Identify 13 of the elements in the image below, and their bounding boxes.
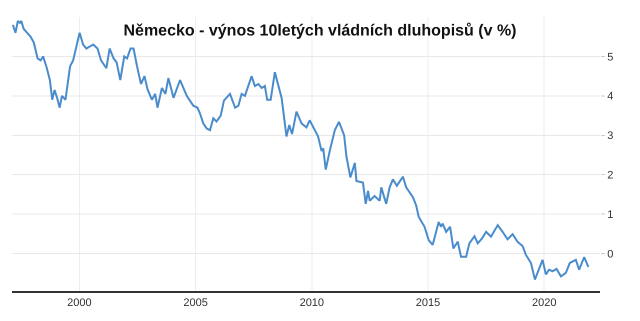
line-series bbox=[12, 20, 590, 281]
y-tick-label: 0 bbox=[607, 248, 614, 260]
y-tick-label: 2 bbox=[607, 170, 614, 182]
y-tick-label: 4 bbox=[607, 90, 614, 103]
x-tick-label: 2005 bbox=[183, 296, 208, 309]
x-tick-label: 2015 bbox=[416, 296, 440, 309]
chart-title: Německo - výnos 10letých vládních dluhopisů (v %) bbox=[124, 22, 516, 40]
y-tick-label: 3 bbox=[607, 130, 614, 142]
x-tick-label: 2010 bbox=[300, 296, 324, 309]
y-tick-label: 1 bbox=[607, 208, 614, 221]
x-tick-label: 2020 bbox=[532, 296, 556, 309]
y-tick-label: 5 bbox=[607, 51, 614, 64]
x-tick-label: 2000 bbox=[67, 296, 92, 309]
